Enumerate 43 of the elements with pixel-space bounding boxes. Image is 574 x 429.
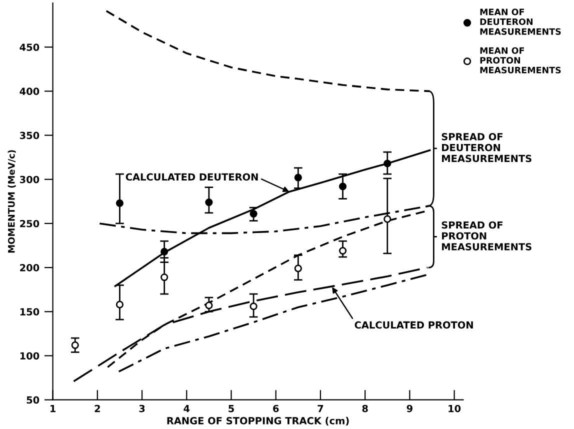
y-tick-label: 150 xyxy=(20,308,40,316)
point xyxy=(160,248,168,256)
y-tick-label: 450 xyxy=(20,44,40,51)
y-tick-label: 300 xyxy=(20,176,40,184)
x-tick-label: 5 xyxy=(228,404,234,412)
point xyxy=(250,210,258,218)
x-tick-label: 9 xyxy=(406,404,412,412)
x-tick-label: 3 xyxy=(139,404,145,412)
point xyxy=(384,215,392,223)
y-tick-label: 200 xyxy=(20,264,40,272)
x-axis-title: RANGE OF STOPPING TRACK (cm) xyxy=(167,416,349,426)
x-tick-label: 7 xyxy=(318,404,324,412)
point xyxy=(384,160,392,168)
point xyxy=(294,174,302,182)
x-tick-label: 6 xyxy=(273,404,279,412)
point xyxy=(116,300,124,308)
y-tick-label: 50 xyxy=(26,396,40,404)
point xyxy=(71,341,79,349)
y-axis-title: MOMENTUM (MeV/c) xyxy=(8,150,16,253)
x-tick-label: 8 xyxy=(362,404,368,412)
x-tick-label: 10 xyxy=(448,404,461,412)
legend-label: MEAN OF PROTON MEASUREMENTS xyxy=(480,47,561,74)
legend-label: MEAN OF DEUTERON MEASUREMENTS xyxy=(480,8,561,35)
line-series xyxy=(118,274,428,373)
point xyxy=(338,182,347,190)
point xyxy=(250,302,258,310)
x-tick-label: 2 xyxy=(94,404,100,412)
y-tick-label: 250 xyxy=(20,220,40,228)
y-tick-label: 100 xyxy=(20,352,40,360)
x-tick-label: 1 xyxy=(50,404,56,412)
x-tick-label: 4 xyxy=(184,404,190,412)
point xyxy=(205,302,213,310)
annotation: CALCULATED PROTON xyxy=(354,321,473,329)
y-tick-label: 350 xyxy=(20,132,40,140)
annotation: CALCULATED DEUTERON xyxy=(126,173,258,181)
point xyxy=(160,273,168,282)
point xyxy=(205,198,213,206)
annotation: SPREAD OF PROTON MEASUREMENTS xyxy=(442,221,532,250)
point xyxy=(116,199,124,207)
point xyxy=(294,264,302,272)
y-tick-label: 400 xyxy=(20,88,40,96)
point xyxy=(338,247,347,255)
annotation: SPREAD OF DEUTERON MEASUREMENTS xyxy=(442,133,532,162)
